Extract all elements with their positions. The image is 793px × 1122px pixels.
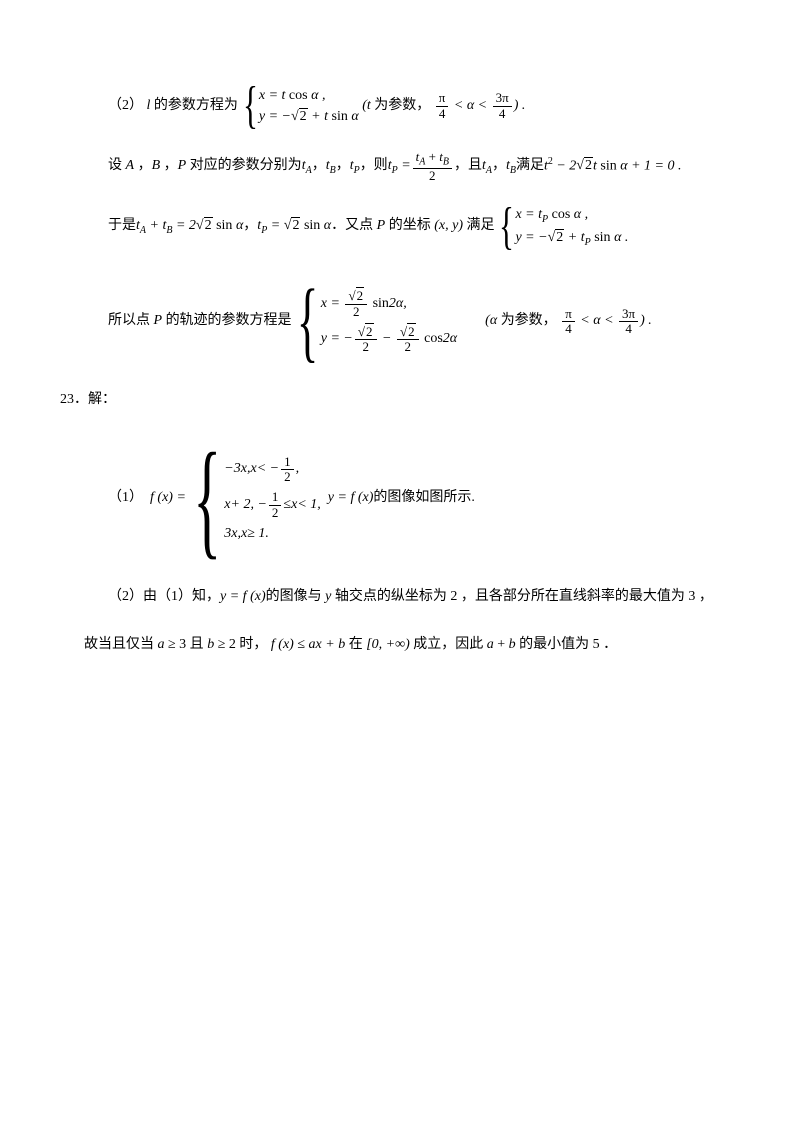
var: tP = bbox=[388, 151, 411, 182]
sep: ， bbox=[492, 151, 506, 182]
text: 在 [0, +∞) 成立，因此 a + b 的最小值为 5 ． bbox=[349, 630, 617, 661]
fraction: π4 bbox=[436, 91, 449, 121]
text: 的参数方程为 bbox=[154, 91, 238, 122]
text: ) . bbox=[640, 306, 652, 337]
text: f (x) ≤ ax + b bbox=[267, 630, 348, 661]
fraction: 3π4 bbox=[493, 91, 512, 121]
brace-icon: { bbox=[243, 80, 258, 132]
text: 故当且仅当 a ≥ 3 且 b ≥ 2 时， bbox=[84, 630, 267, 661]
fraction: π4 bbox=[562, 307, 575, 337]
text: 的图像与 y 轴交点的纵坐标为 2 ，且各部分所在直线斜率的最大值为 3 ， bbox=[266, 582, 713, 613]
fraction: 3π4 bbox=[619, 307, 638, 337]
text: < α < bbox=[450, 91, 490, 122]
para-22-2: （2） l 的参数方程为 { x = t cos α , y = −2 + t … bbox=[60, 80, 733, 132]
text: 的图像如图所示. bbox=[373, 483, 475, 514]
text: 23．解： bbox=[60, 385, 116, 416]
text: ，且 bbox=[454, 151, 482, 182]
text: 为参数， bbox=[374, 91, 434, 122]
text: < α < bbox=[577, 306, 617, 337]
equation: tP = 2 sin α bbox=[257, 211, 331, 242]
sep: ， bbox=[243, 211, 257, 242]
var: tB bbox=[326, 151, 336, 182]
brace-icon: { bbox=[499, 201, 514, 253]
text: l bbox=[143, 91, 154, 122]
sep: ， bbox=[312, 151, 326, 182]
text: (t bbox=[359, 91, 375, 122]
brace-icon: { bbox=[193, 434, 221, 564]
text: ，则 bbox=[360, 151, 388, 182]
para-23-2b: 故当且仅当 a ≥ 3 且 b ≥ 2 时， f (x) ≤ ax + b 在 … bbox=[60, 630, 733, 661]
cases: −3x, x < −12, x + 2, −12 ≤ x < 1, 3x, x … bbox=[224, 455, 320, 543]
text: (α bbox=[485, 306, 501, 337]
fraction: tA + tB 2 bbox=[413, 150, 452, 183]
equation: t2 − 22t sin α + 1 = 0 . bbox=[544, 151, 682, 182]
document-body: （2） l 的参数方程为 { x = t cos α , y = −2 + t … bbox=[0, 0, 793, 739]
text: 满足 bbox=[516, 151, 544, 182]
para-trajectory: 所以点 P 的轨迹的参数方程是 { x = 22 sin 2α , y = − … bbox=[60, 277, 733, 367]
text: 所以点 P 的轨迹的参数方程是 bbox=[108, 306, 292, 337]
text: 于是 bbox=[108, 211, 136, 242]
para-23-2a: （2）由（1）知， y = f (x) 的图像与 y 轴交点的纵坐标为 2 ，且… bbox=[60, 582, 733, 613]
cases: x = t cos α , y = −2 + t sin α bbox=[259, 85, 359, 127]
cases: x = tP cos α , y = −2 + tP sin α . bbox=[515, 204, 628, 250]
var: tB bbox=[506, 151, 516, 182]
q23-label: 23．解： bbox=[60, 385, 733, 416]
text: f (x) = bbox=[150, 483, 186, 514]
para-23-1: （1） f (x) = { −3x, x < −12, x + 2, −12 ≤… bbox=[60, 434, 733, 564]
sep: ， bbox=[336, 151, 350, 182]
para-therefore: 于是 tA + tB = 22 sin α ， tP = 2 sin α ．又点… bbox=[60, 201, 733, 253]
para-tA-tB: 设 A ，B ，P 对应的参数分别为 tA ， tB ， tP ，则 tP = … bbox=[60, 150, 733, 183]
text: ．又点 P 的坐标 (x, y) 满足 bbox=[331, 211, 494, 242]
var: tA bbox=[302, 151, 312, 182]
brace-icon: { bbox=[296, 277, 318, 367]
text: ) . bbox=[514, 91, 526, 122]
equation: tA + tB = 22 sin α bbox=[136, 211, 243, 242]
label: （2）由（1）知， bbox=[108, 582, 220, 613]
text: y = f (x) bbox=[220, 582, 266, 613]
text: y = f (x) bbox=[328, 483, 374, 514]
text: 为参数， bbox=[501, 306, 561, 337]
label: （2） bbox=[108, 91, 143, 122]
text: 设 A ，B ，P 对应的参数分别为 bbox=[108, 151, 302, 182]
var: tA bbox=[482, 151, 492, 182]
var: tP bbox=[350, 151, 360, 182]
cases: x = 22 sin 2α , y = − 22 − 22 cos 2α bbox=[321, 289, 457, 354]
label: （1） bbox=[108, 483, 143, 514]
